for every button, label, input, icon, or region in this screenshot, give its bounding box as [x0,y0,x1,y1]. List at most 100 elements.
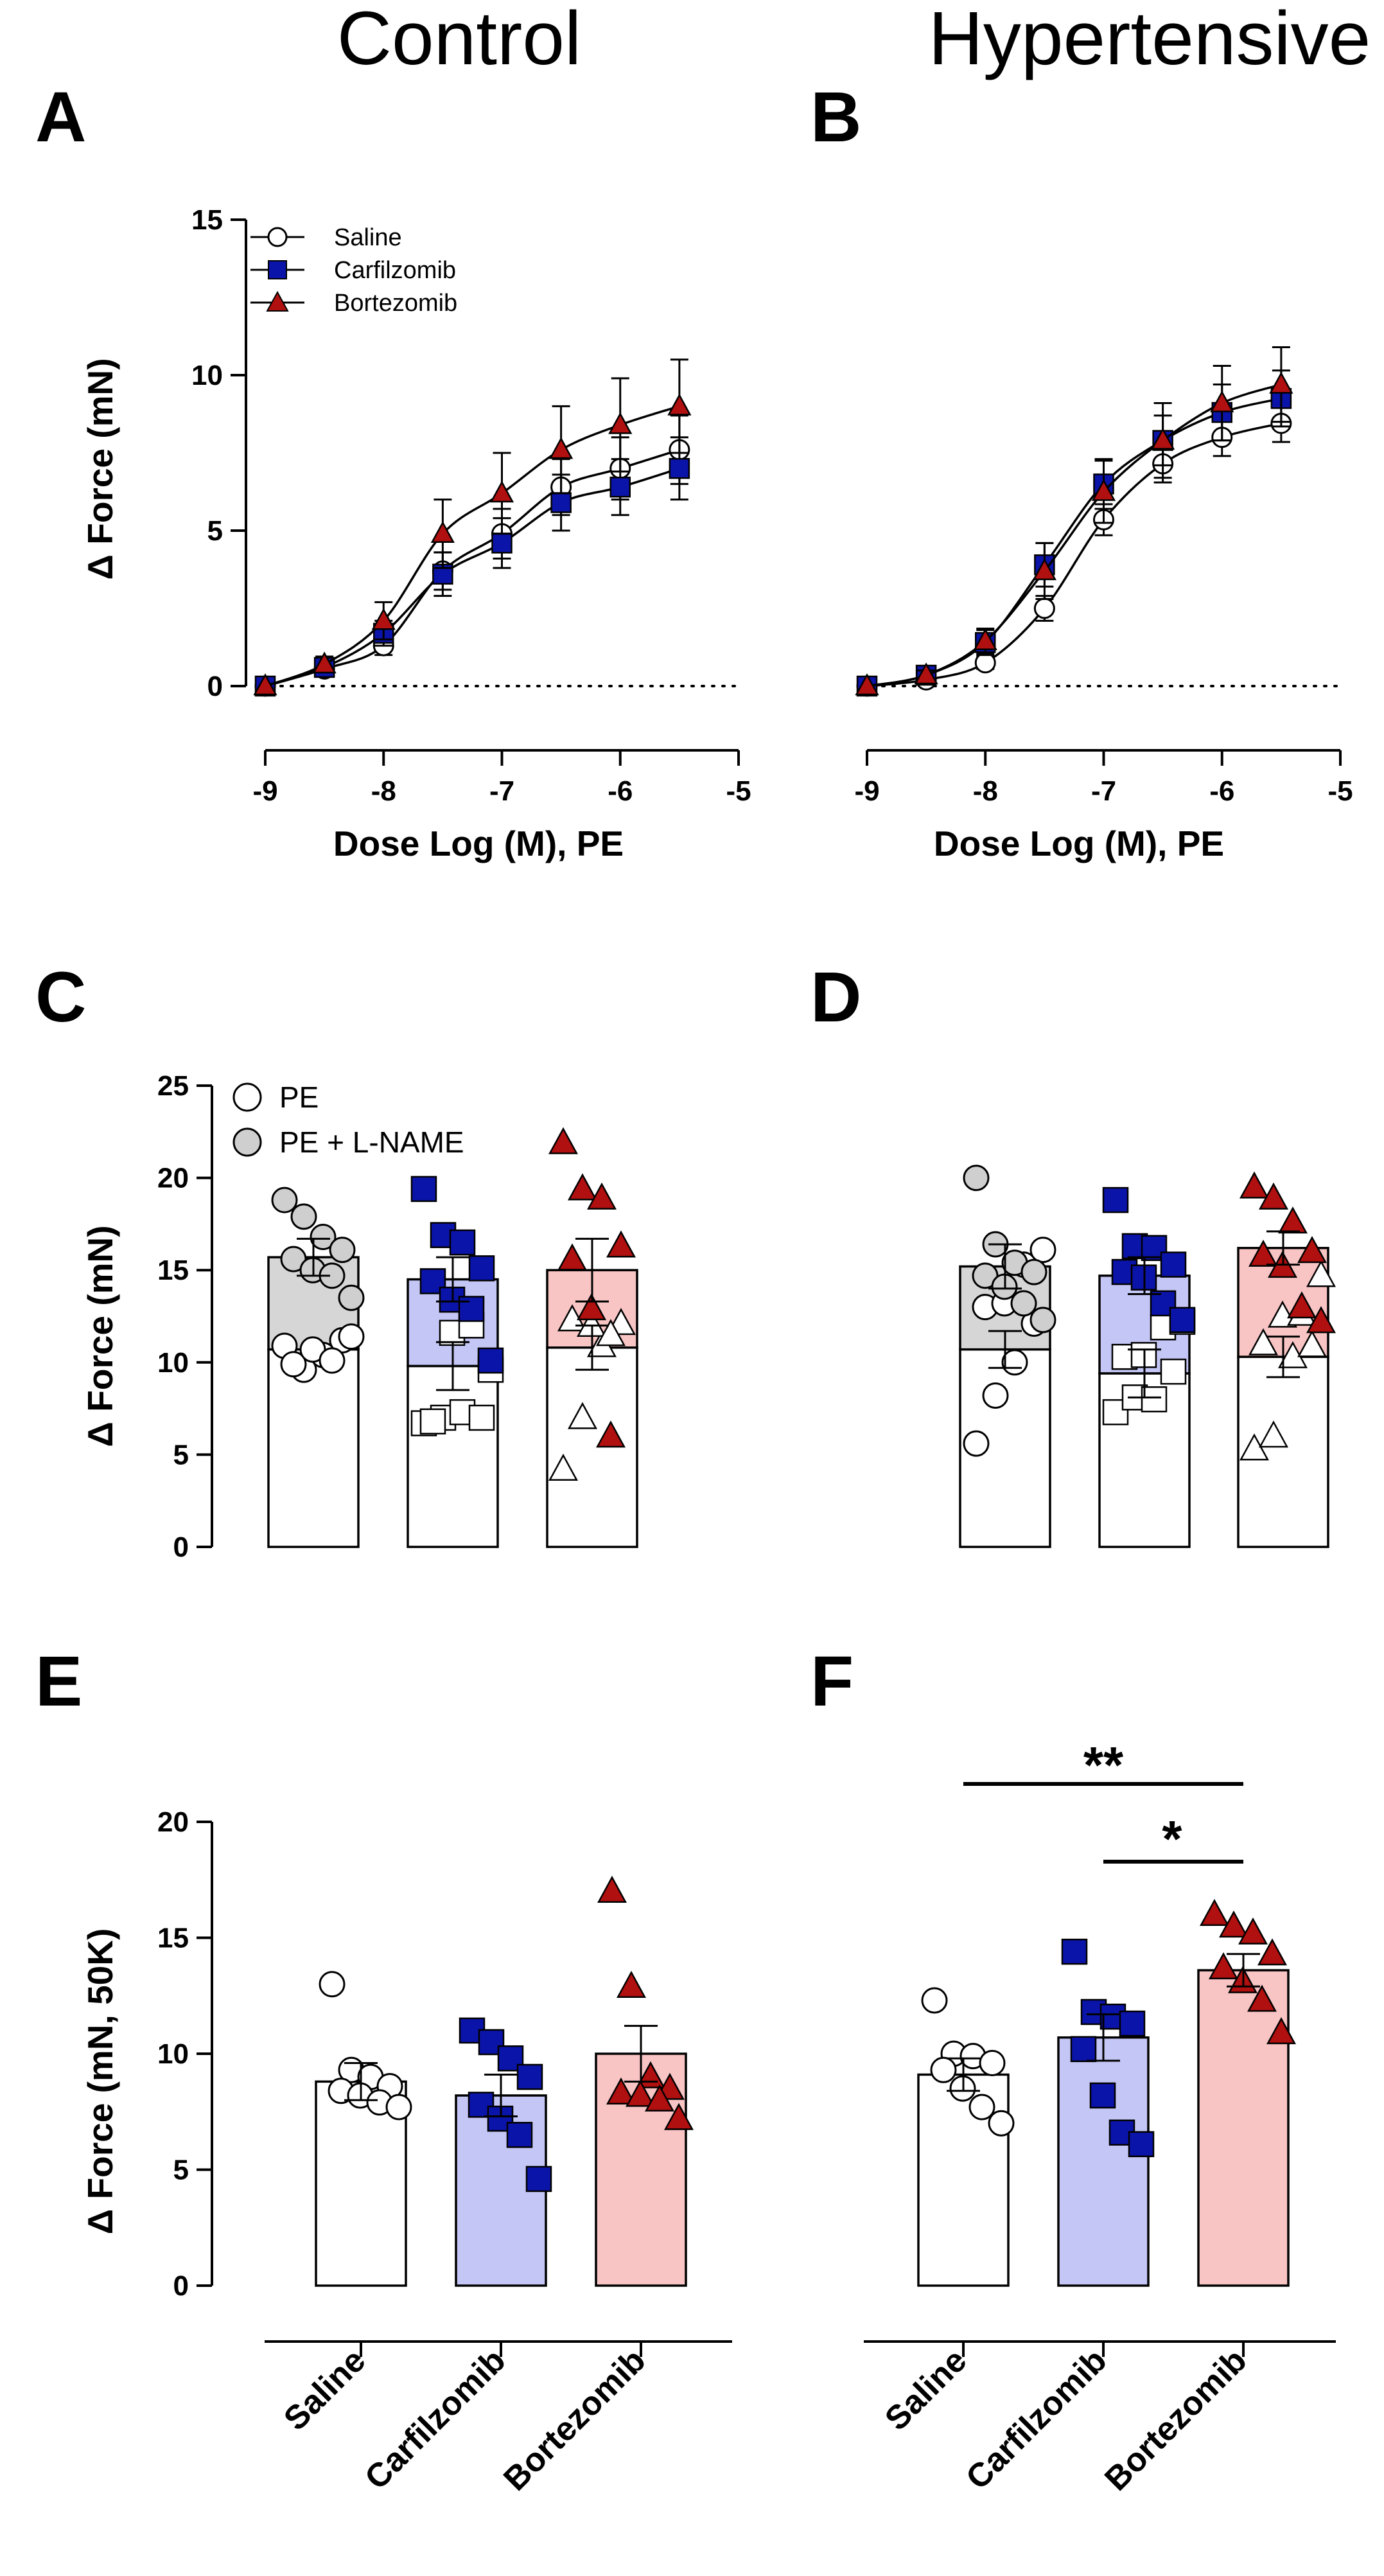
panel-c-plot: 0 5 10 15 20 25 [157,1070,638,1563]
panel-c-point-pe-saline [338,1323,365,1350]
legend-label-pe-lname: PE + L-NAME [279,1125,464,1159]
panel-b-x-axis-title: Dose Log (M), PE [934,824,1224,863]
panel-b-x-tick-label: -6 [1209,775,1234,807]
panel-c-point-pe-lname-saline [310,1224,337,1251]
panel-c-point-pe-bortezomib [548,1453,579,1481]
panel-e-point-saline [319,1971,346,1998]
panel-e-point-carfilzomib [516,2063,543,2090]
panel-b-point-bortezomib [1210,390,1234,412]
panel-d-point-pe-bortezomib [1258,1420,1289,1448]
panel-d-point-pe-saline [1029,1237,1056,1264]
panel-e-point-saline [385,2094,412,2121]
panel-c-group-bortezomib [546,1127,638,1548]
panel-d-point-pe-lname-carfilzomib [1150,1290,1177,1317]
panel-d-point-pe-lname-bortezomib [1277,1206,1308,1234]
panel-a-y-axis-title: Δ Force (mN) [80,358,120,579]
panel-b-point-saline [1033,597,1055,619]
panel-c-y-tick-label: 10 [157,1347,189,1379]
panel-a-point-bortezomib [253,673,277,696]
panel-e-point-carfilzomib [468,2092,495,2118]
panel-d-point-pe-lname-carfilzomib [1169,1307,1196,1333]
panel-c-point-pe-lname-saline [290,1203,317,1230]
panel-c-point-pe-lname-bortezomib [576,1293,607,1321]
panel-c-point-pe-lname-saline [329,1237,356,1264]
panel-a-point-bortezomib [549,437,574,459]
panel-letter-e: E [35,1642,82,1721]
panel-f-plot [864,1782,1336,2357]
panel-d-point-pe-lname-saline [1010,1290,1037,1317]
legend-label-pe: PE [279,1081,319,1114]
panel-b-x-tick-label: -8 [973,775,998,807]
panel-a-y-tick-label: 0 [207,671,223,702]
panel-d-point-pe-lname-bortezomib [1258,1182,1289,1210]
panel-e-y-tick-label: 15 [157,1923,189,1954]
panel-d-point-pe-saline [982,1382,1009,1409]
panel-b-point-bortezomib [1269,371,1293,394]
panel-f-bar-carfilzomib [1057,2036,1150,2287]
panel-a-x-tick-label: -6 [608,775,633,807]
legend-marker-pe [232,1082,262,1112]
panel-f-point-saline [921,1987,948,2014]
panel-f-point-saline [979,2049,1006,2076]
panel-a-point-bortezomib [667,393,692,416]
panel-c-y-tick-label: 0 [173,1531,189,1563]
panel-d-point-pe-lname-saline [963,1165,990,1192]
panel-b-plot: -9 -8 -7 -6 -5 [854,346,1353,807]
panel-a-point-bortezomib [489,481,514,503]
legend-label-carfilzomib: Carfilzomib [334,257,456,284]
panel-a-series-bortezomib [253,358,692,696]
panel-e-y-tick-label: 10 [157,2038,189,2070]
panel-d-point-pe-lname-carfilzomib [1102,1187,1129,1213]
panel-a-x-tick-label: -9 [252,775,277,807]
panel-c-point-pe-lname-saline [338,1284,365,1311]
panel-b-point-bortezomib [1151,427,1175,450]
column-title-hypertensive: Hypertensive [929,0,1371,81]
panel-e-group-carfilzomib [455,2017,552,2287]
panel-f-bar-bortezomib [1197,1969,1290,2287]
panel-c-point-pe-lname-carfilzomib [410,1176,437,1203]
panel-b-x-tick-label: -5 [1327,775,1353,807]
panel-d-point-pe-bortezomib [1248,1328,1279,1355]
panel-d-group-carfilzomib [1098,1187,1196,1548]
panel-a-x-tick-label: -8 [371,775,396,807]
panel-b-x-tick-label: -7 [1091,775,1116,807]
panel-a-x-tick-label: -7 [489,775,514,807]
panel-c-point-pe-lname-bortezomib [557,1243,588,1271]
panel-c-point-pe-lname-carfilzomib [468,1255,495,1282]
panel-f-point-bortezomib [1266,2017,1297,2045]
panel-c-y-tick-label: 15 [157,1255,189,1286]
panel-e-group-bortezomib [595,1875,694,2287]
panel-f-category-carfilzomib: Carfilzomib [959,2342,1114,2496]
legend-label-bortezomib: Bortezomib [334,290,457,317]
panel-b-point-bortezomib [973,628,997,651]
panel-c-y-axis-title: Δ Force (mN) [80,1225,120,1447]
panel-f-point-saline [968,2094,995,2121]
panel-d-point-pe-lname-bortezomib [1297,1236,1327,1264]
panel-f-point-bortezomib [1218,1910,1249,1938]
panel-a-point-carfilzomib [609,476,631,498]
panel-c-y-tick-label: 5 [173,1439,189,1470]
panel-b-series-bortezomib [855,346,1293,696]
panel-f-point-bortezomib [1208,1952,1239,1980]
panel-d-point-pe-lname-saline [1020,1258,1047,1285]
panel-f-point-carfilzomib [1089,2082,1116,2109]
panel-d-point-pe-saline [963,1430,990,1457]
panel-e-point-bortezomib [616,1970,647,1998]
panel-d-point-pe-lname-bortezomib [1248,1239,1279,1267]
panel-e-y-tick-label: 5 [173,2155,189,2186]
panel-e-point-carfilzomib [478,2029,505,2056]
panel-e-category-labels: Saline Carfilzomib Bortezomib [277,2342,653,2498]
panel-a-series-carfilzomib [254,436,690,697]
plot-layer: -9 -8 -7 -6 -5 0 5 10 15 -9 -8 -7 -6 -5 0 5 10 15 20 25 0 5 10… [157,204,1353,2357]
panel-a-point-bortezomib [430,520,455,543]
panel-c-point-pe-lname-bortezomib [595,1420,626,1448]
panel-d-point-pe-lname-bortezomib [1286,1291,1317,1319]
panel-a-fit-curve-bortezomib [265,405,680,687]
panel-d-group-saline [959,1165,1056,1548]
panel-d-point-pe-lname-bortezomib [1306,1306,1336,1334]
panel-c-point-pe-lname-carfilzomib [458,1296,485,1322]
panel-f-group-saline [917,1987,1015,2287]
panel-d-point-pe-lname-bortezomib [1239,1171,1270,1199]
panel-d-point-pe-bortezomib [1297,1330,1327,1357]
